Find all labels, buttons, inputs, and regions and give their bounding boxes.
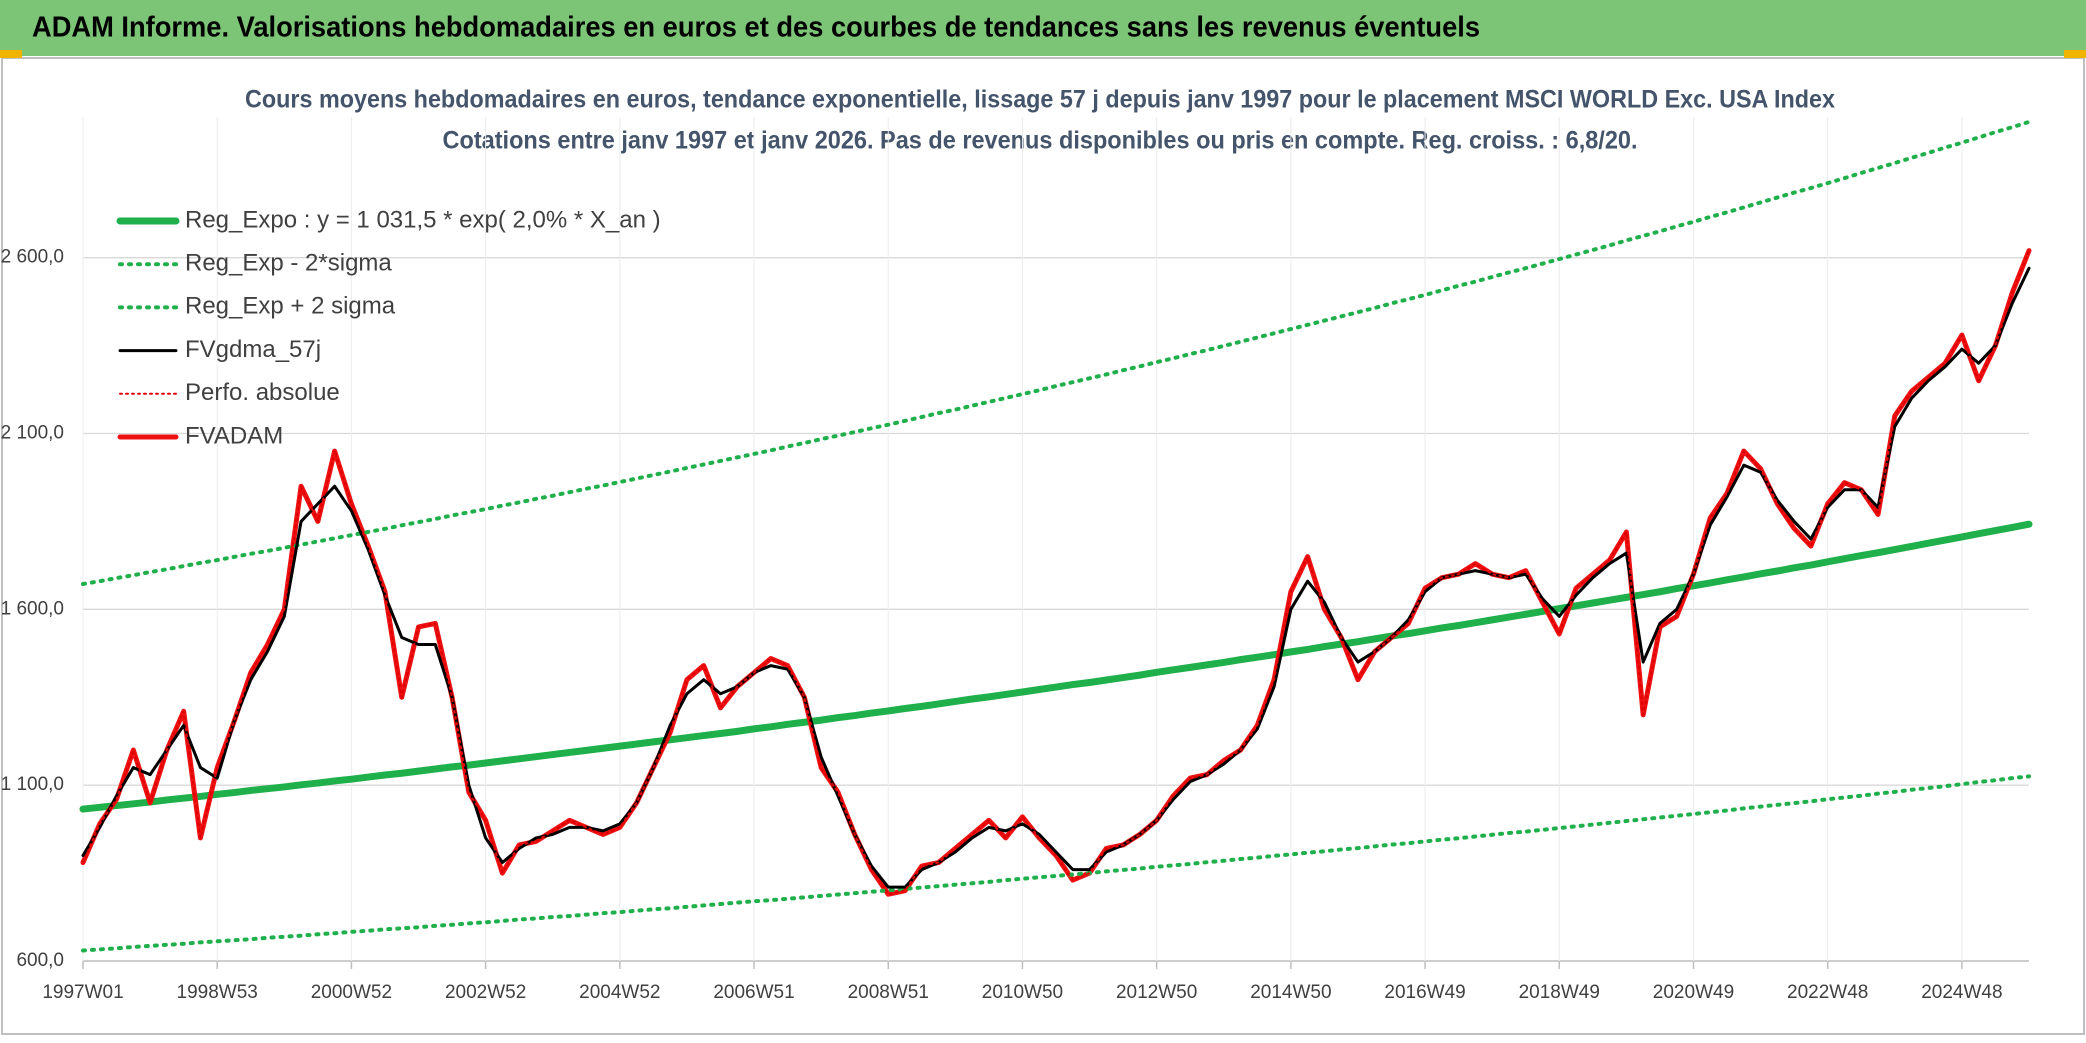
chart-subtitle: Cotations entre janv 1997 et janv 2026. …: [443, 127, 1638, 155]
banner-corner: [2064, 50, 2086, 58]
x-tick-label: 2012W50: [1116, 982, 1197, 1003]
x-tick-label: 2002W52: [445, 982, 526, 1003]
x-tick-label: 2020W49: [1653, 982, 1734, 1003]
banner-title: ADAM Informe. Valorisations hebdomadaire…: [32, 12, 1480, 44]
series-line: [81, 266, 2031, 889]
x-tick-label: 2008W51: [848, 982, 929, 1003]
y-tick-label: 1 600,0: [1, 598, 64, 619]
series-line: [82, 249, 2030, 896]
x-tick-label: 2014W50: [1250, 982, 1331, 1003]
series-line: [81, 119, 2031, 587]
x-tick-label: 2022W48: [1787, 982, 1868, 1003]
x-tick-label: 2000W52: [311, 982, 392, 1003]
y-tick-label: 2 600,0: [1, 247, 64, 268]
y-tick-label: 1 100,0: [1, 774, 64, 795]
x-tick-label: 1998W53: [177, 982, 258, 1003]
x-tick-label: 2004W52: [579, 982, 660, 1003]
x-tick-label: 2006W51: [713, 982, 794, 1003]
series-line: [81, 774, 2031, 953]
x-tick-label: 2018W49: [1519, 982, 1600, 1003]
x-tick-label: 2016W49: [1384, 982, 1465, 1003]
chart-title: Cours moyens hebdomadaires en euros, ten…: [245, 86, 1835, 114]
y-tick-label: 600,0: [16, 950, 64, 971]
legend-label: FVgdma_57j: [185, 336, 321, 363]
y-tick-label: 2 100,0: [1, 423, 64, 444]
legend-label: Reg_Exp + 2 sigma: [185, 293, 396, 320]
chart-frame: [1, 57, 2085, 1035]
legend-label: FVADAM: [185, 422, 283, 449]
legend-label: Reg_Exp - 2*sigma: [185, 250, 392, 277]
x-tick-label: 1997W01: [42, 982, 123, 1003]
series-line: [79, 520, 2033, 813]
banner-corner: [0, 50, 22, 58]
banner: [0, 0, 2086, 56]
x-tick-label: 2010W50: [982, 982, 1063, 1003]
legend-label: Perfo. absolue: [185, 379, 340, 406]
legend-label: Reg_Expo : y = 1 031,5 * exp( 2,0% * X_a…: [185, 206, 661, 233]
x-tick-label: 2024W48: [1921, 982, 2002, 1003]
